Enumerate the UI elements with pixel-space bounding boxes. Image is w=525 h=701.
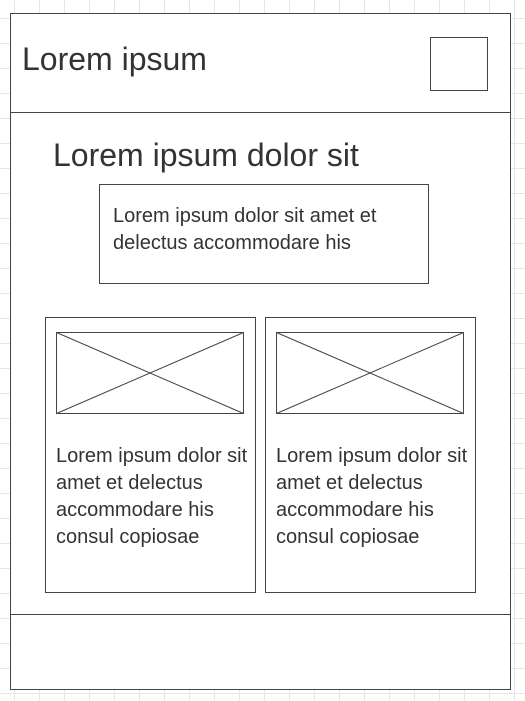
card-text: Lorem ipsum dolor sit amet et delectus a… <box>56 445 248 548</box>
intro-text: Lorem ipsum dolor sit amet et delectus a… <box>113 205 377 254</box>
page-heading: Lorem ipsum dolor sit <box>53 137 359 173</box>
card-text: Lorem ipsum dolor sit amet et delectus a… <box>276 445 468 548</box>
image-placeholder-icon <box>56 332 244 414</box>
header-button-placeholder[interactable] <box>430 37 488 91</box>
wireframe-frame: Lorem ipsum Lorem ipsum dolor sit Lorem … <box>10 13 511 690</box>
header: Lorem ipsum <box>11 14 510 113</box>
intro-box: Lorem ipsum dolor sit amet et delectus a… <box>99 184 429 284</box>
image-placeholder-icon <box>276 332 464 414</box>
card[interactable]: Lorem ipsum dolor sit amet et delectus a… <box>45 317 256 593</box>
footer <box>11 614 510 690</box>
card[interactable]: Lorem ipsum dolor sit amet et delectus a… <box>265 317 476 593</box>
app-title: Lorem ipsum <box>22 41 207 77</box>
